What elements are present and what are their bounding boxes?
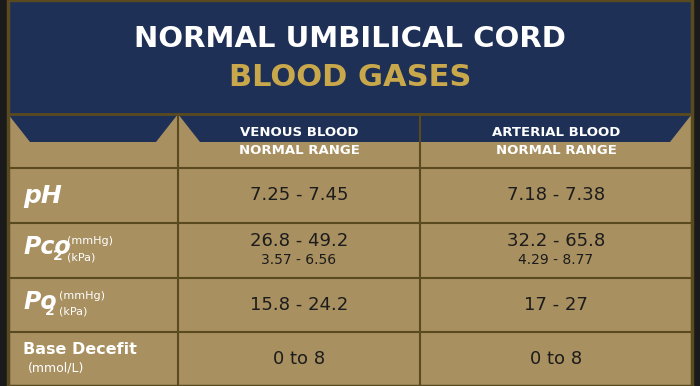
Text: 0 to 8: 0 to 8 — [530, 350, 582, 368]
Text: (mmol/L): (mmol/L) — [28, 362, 85, 374]
Text: 3.57 - 6.56: 3.57 - 6.56 — [261, 252, 337, 266]
Text: (mmHg): (mmHg) — [59, 291, 105, 301]
Text: BLOOD GASES: BLOOD GASES — [229, 63, 471, 91]
Text: (kPa): (kPa) — [59, 307, 88, 317]
Text: 15.8 - 24.2: 15.8 - 24.2 — [250, 296, 348, 314]
Bar — [8, 0, 692, 114]
Text: 2: 2 — [45, 304, 55, 318]
Text: Base Decefit: Base Decefit — [23, 342, 137, 357]
Text: NORMAL UMBILICAL CORD: NORMAL UMBILICAL CORD — [134, 25, 566, 53]
Text: 0 to 8: 0 to 8 — [273, 350, 325, 368]
Text: (kPa): (kPa) — [67, 252, 95, 262]
Text: Pco: Pco — [23, 235, 71, 259]
Text: Po: Po — [23, 290, 57, 314]
Text: 32.2 - 65.8: 32.2 - 65.8 — [507, 232, 605, 251]
Text: 2: 2 — [53, 249, 63, 264]
Text: 7.25 - 7.45: 7.25 - 7.45 — [250, 186, 349, 205]
Text: 17 - 27: 17 - 27 — [524, 296, 588, 314]
Text: 26.8 - 49.2: 26.8 - 49.2 — [250, 232, 348, 251]
Text: (mmHg): (mmHg) — [67, 237, 113, 247]
Text: VENOUS BLOOD
NORMAL RANGE: VENOUS BLOOD NORMAL RANGE — [239, 125, 359, 156]
Text: 4.29 - 8.77: 4.29 - 8.77 — [519, 252, 594, 266]
Text: ARTERIAL BLOOD
NORMAL RANGE: ARTERIAL BLOOD NORMAL RANGE — [492, 125, 620, 156]
Text: pH: pH — [23, 183, 62, 208]
Polygon shape — [8, 114, 178, 142]
Polygon shape — [178, 114, 692, 142]
Text: 7.18 - 7.38: 7.18 - 7.38 — [507, 186, 605, 205]
